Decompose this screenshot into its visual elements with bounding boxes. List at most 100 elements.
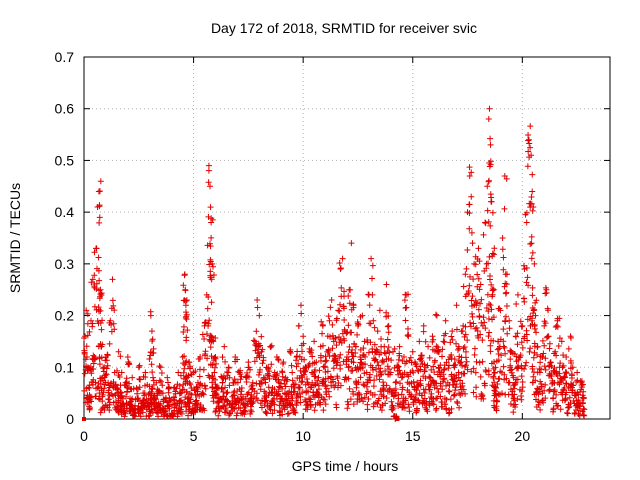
data-point <box>534 343 541 350</box>
y-tick-label: 0.3 <box>55 256 75 272</box>
data-point <box>185 412 192 419</box>
data-point <box>204 305 211 312</box>
data-point <box>473 358 480 365</box>
data-point <box>430 401 437 408</box>
data-point <box>434 395 441 402</box>
data-point <box>225 365 232 372</box>
data-point <box>223 390 230 397</box>
data-point <box>507 400 514 407</box>
data-point <box>295 360 302 367</box>
data-point <box>213 391 220 398</box>
data-point <box>84 332 91 339</box>
data-point <box>523 331 530 338</box>
y-tick-label: 0.1 <box>55 359 75 375</box>
data-point <box>484 183 491 190</box>
data-point <box>539 354 546 361</box>
data-point <box>320 396 327 403</box>
data-point <box>92 356 99 363</box>
data-point <box>464 337 471 344</box>
data-point <box>472 369 479 376</box>
data-point <box>179 353 186 360</box>
data-point <box>508 366 515 373</box>
data-point <box>96 214 103 221</box>
data-point <box>471 351 478 358</box>
data-point <box>464 366 471 373</box>
data-point <box>525 137 532 144</box>
data-point <box>209 260 216 267</box>
data-point <box>489 287 496 294</box>
data-point <box>524 163 531 170</box>
data-point <box>385 313 392 320</box>
data-point <box>473 393 480 400</box>
data-point <box>473 384 480 391</box>
plot-frame <box>83 56 611 420</box>
data-point <box>534 385 541 392</box>
data-point <box>289 369 296 376</box>
data-point <box>523 219 530 226</box>
data-point <box>129 374 136 381</box>
data-points <box>81 105 588 422</box>
data-point <box>439 386 446 393</box>
data-point <box>183 358 190 365</box>
data-point <box>156 363 163 370</box>
data-point <box>526 140 533 147</box>
data-point <box>485 218 492 225</box>
data-point <box>249 400 256 407</box>
data-point <box>331 357 338 364</box>
data-point <box>208 336 215 343</box>
data-point <box>425 343 432 350</box>
data-point <box>148 390 155 397</box>
data-point <box>529 284 536 291</box>
data-point <box>211 271 217 278</box>
data-point <box>472 261 479 268</box>
data-point <box>474 255 481 262</box>
data-point <box>158 390 165 397</box>
data-point <box>256 312 263 319</box>
data-point <box>525 148 532 155</box>
data-point <box>148 328 155 335</box>
data-point <box>397 380 404 387</box>
data-point <box>488 281 495 288</box>
data-point <box>529 188 536 195</box>
data-point <box>247 410 254 417</box>
data-point <box>556 335 563 342</box>
data-point <box>513 333 520 340</box>
data-point <box>101 374 108 381</box>
data-point <box>177 397 184 404</box>
data-point <box>83 353 90 360</box>
data-point <box>349 346 356 353</box>
data-point <box>284 410 291 417</box>
data-point <box>410 378 417 385</box>
data-point <box>440 338 447 345</box>
data-point <box>426 373 433 380</box>
data-point <box>430 378 437 385</box>
data-point <box>149 336 156 343</box>
data-point <box>230 406 237 413</box>
data-point <box>443 405 450 412</box>
data-point <box>385 355 392 362</box>
data-point <box>391 413 398 420</box>
data-point <box>277 380 284 387</box>
data-point <box>420 328 427 335</box>
data-point <box>539 337 546 344</box>
y-tick-label: 0.7 <box>55 49 75 65</box>
data-point <box>376 307 383 314</box>
data-point <box>369 291 376 298</box>
data-point <box>380 379 387 386</box>
baseline-marker <box>82 417 86 421</box>
data-point <box>460 283 467 290</box>
data-point <box>476 313 483 320</box>
data-point <box>257 342 264 349</box>
data-point <box>156 402 163 409</box>
x-axis-label: GPS time / hours <box>292 458 399 474</box>
data-point <box>500 266 507 273</box>
data-point <box>485 333 492 340</box>
data-point <box>374 400 381 407</box>
data-point <box>253 328 260 335</box>
data-point <box>101 385 108 392</box>
data-point <box>250 398 257 405</box>
data-point <box>548 373 555 380</box>
data-point <box>466 172 473 179</box>
data-point <box>86 328 93 335</box>
data-point <box>319 342 326 349</box>
